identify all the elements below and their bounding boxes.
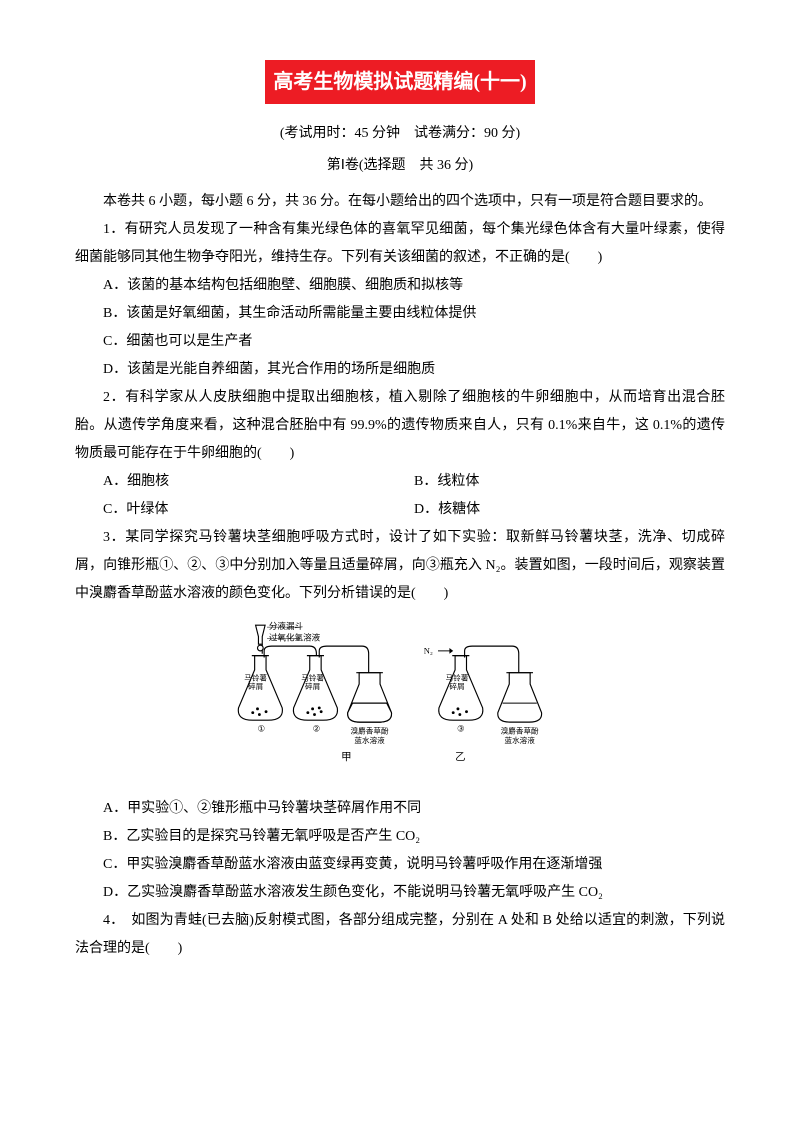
svg-text:碎屑: 碎屑 <box>305 681 320 691</box>
q4-stem: 4． 如图为青蛙(已去脑)反射模式图，各部分组成完整，分别在 A 处和 B 处给… <box>75 907 725 963</box>
q2-optC: C．叶绿体 <box>103 496 414 524</box>
svg-text:③: ③ <box>457 724 465 734</box>
q1-optC: C．细菌也可以是生产者 <box>103 328 725 356</box>
q3-stem: 3．某同学探究马铃薯块茎细胞呼吸方式时，设计了如下实验：取新鲜马铃薯块茎，洗净、… <box>75 524 725 608</box>
svg-text:N₂: N₂ <box>424 646 433 656</box>
svg-text:马铃薯: 马铃薯 <box>244 672 267 682</box>
q2-optA: A．细胞核 <box>103 468 414 496</box>
q2-optD: D．核糖体 <box>414 496 725 524</box>
svg-text:马铃薯: 马铃薯 <box>446 672 469 682</box>
q1-optD: D．该菌是光能自养细菌，其光合作用的场所是细胞质 <box>103 356 725 384</box>
exam-info: (考试用时：45 分钟 试卷满分：90 分) <box>75 120 725 148</box>
q3-optC: C．甲实验溴麝香草酚蓝水溶液由蓝变绿再变黄，说明马铃薯呼吸作用在逐渐增强 <box>103 851 725 879</box>
svg-text:过氧化氢溶液: 过氧化氢溶液 <box>269 631 321 642</box>
svg-text:乙: 乙 <box>455 751 465 763</box>
svg-text:碎屑: 碎屑 <box>449 681 464 691</box>
q1-optB: B．该菌是好氧细菌，其生命活动所需能量主要由线粒体提供 <box>103 300 725 328</box>
svg-text:溴麝香草酚: 溴麝香草酚 <box>501 726 539 736</box>
section-header: 第Ⅰ卷(选择题 共 36 分) <box>75 152 725 180</box>
q2-optB: B．线粒体 <box>414 468 725 496</box>
q3-optA: A．甲实验①、②锥形瓶中马铃薯块茎碎屑作用不同 <box>103 795 725 823</box>
svg-text:碎屑: 碎屑 <box>248 681 263 691</box>
experiment-diagram: 分液漏斗 过氧化氢溶液 马铃薯 碎屑 ① 马铃薯 碎屑 <box>75 616 725 787</box>
svg-text:蓝水溶液: 蓝水溶液 <box>505 735 536 745</box>
q1-optA: A．该菌的基本结构包括细胞壁、细胞膜、细胞质和拟核等 <box>103 272 725 300</box>
q3-optB: B．乙实验目的是探究马铃薯无氧呼吸是否产生 CO₂ <box>103 823 725 851</box>
svg-text:②: ② <box>313 724 321 734</box>
q1-stem: 1．有研究人员发现了一种含有集光绿色体的喜氧罕见细菌，每个集光绿色体含有大量叶绿… <box>75 216 725 272</box>
svg-text:分液漏斗: 分液漏斗 <box>269 620 304 631</box>
svg-text:溴麝香草酚: 溴麝香草酚 <box>351 726 389 736</box>
q3-optD: D．乙实验溴麝香草酚蓝水溶液发生颜色变化，不能说明马铃薯无氧呼吸产生 CO₂ <box>103 879 725 907</box>
svg-text:①: ① <box>258 724 266 734</box>
svg-text:蓝水溶液: 蓝水溶液 <box>354 735 385 745</box>
page-title: 高考生物模拟试题精编(十一) <box>265 60 534 104</box>
q2-stem: 2．有科学家从人皮肤细胞中提取出细胞核，植入剔除了细胞核的牛卵细胞中，从而培育出… <box>75 384 725 468</box>
intro-text: 本卷共 6 小题，每小题 6 分，共 36 分。在每小题给出的四个选项中，只有一… <box>75 188 725 216</box>
svg-text:甲: 甲 <box>341 752 351 763</box>
svg-text:马铃薯: 马铃薯 <box>301 672 324 682</box>
